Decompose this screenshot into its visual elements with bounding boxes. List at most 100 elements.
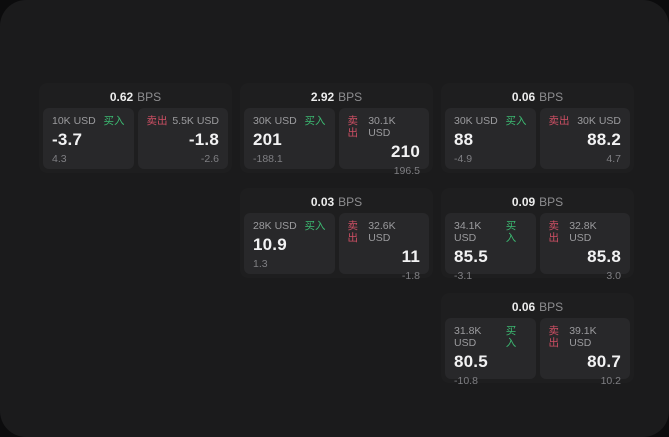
card-spread-header: 0.62 BPS (43, 87, 228, 108)
buy-secondary-value: 4.3 (52, 153, 67, 165)
sell-price: -1.8 (188, 130, 219, 149)
sell-quote-tile[interactable]: 卖出 32.8K USD 85.8 3.0 (539, 213, 630, 282)
card-body: 34.1K USD 买入 85.5 -3.1 卖出 32.8K USD 85.8… (445, 213, 630, 282)
buy-side-label: 买入 (505, 220, 517, 244)
sell-tile-header: 卖出 30K USD (549, 115, 622, 127)
card-body: 31.8K USD 买入 80.5 -10.8 卖出 39.1K USD 80.… (445, 318, 630, 387)
buy-quote-tile[interactable]: 30K USD 买入 201 -188.1 (244, 108, 335, 169)
sell-secondary-value: 10.2 (600, 375, 621, 387)
buy-side-label: 买入 (304, 115, 326, 127)
sell-tile-header: 卖出 5.5K USD (147, 115, 220, 127)
buy-amount: 34.1K USD (454, 220, 482, 244)
sell-quote-tile[interactable]: 卖出 5.5K USD -1.8 -2.6 (137, 108, 228, 169)
buy-secondary-value: 1.3 (253, 258, 268, 270)
sell-secondary-value: 3.0 (606, 270, 621, 282)
card-body: 30K USD 买入 201 -188.1 卖出 30.1K USD 210 1… (244, 108, 429, 177)
sell-quote-tile[interactable]: 卖出 30.1K USD 210 196.5 (338, 108, 429, 177)
buy-amount: 30K USD (454, 115, 498, 127)
sell-secondary-value: -1.8 (401, 270, 420, 282)
sell-secondary-value: 196.5 (393, 165, 420, 177)
buy-price: 10.9 (253, 235, 287, 254)
card-spread-header: 0.06 BPS (445, 87, 630, 108)
buy-quote-tile[interactable]: 28K USD 买入 10.9 1.3 (244, 213, 335, 274)
sell-price: 11 (401, 247, 420, 266)
sell-quote-tile[interactable]: 卖出 32.6K USD 11 -1.8 (338, 213, 429, 282)
buy-price: 201 (253, 130, 282, 149)
buy-quote-tile[interactable]: 10K USD 买入 -3.7 4.3 (43, 108, 134, 169)
buy-tile-header: 30K USD 买入 (253, 115, 326, 127)
buy-amount: 28K USD (253, 220, 297, 232)
buy-tile-header: 31.8K USD 买入 (454, 325, 527, 349)
quote-cards-grid: 0.62 BPS 10K USD 买入 -3.7 4.3 卖出 5.5K USD… (39, 83, 634, 387)
sell-amount: 39.1K USD (569, 325, 597, 349)
buy-price: -3.7 (52, 130, 83, 149)
sell-side-label: 卖出 (548, 325, 560, 349)
sell-price: 210 (391, 142, 420, 161)
sell-side-label: 卖出 (548, 220, 560, 244)
sell-tile-header: 卖出 32.8K USD (549, 220, 622, 244)
quote-card: 0.62 BPS 10K USD 买入 -3.7 4.3 卖出 5.5K USD… (39, 83, 232, 173)
buy-amount: 31.8K USD (454, 325, 482, 349)
card-spread-header: 0.09 BPS (445, 192, 630, 213)
buy-secondary-value: -10.8 (454, 375, 478, 387)
quote-card: 0.06 BPS 30K USD 买入 88 -4.9 卖出 30K USD 8… (441, 83, 634, 173)
card-body: 10K USD 买入 -3.7 4.3 卖出 5.5K USD -1.8 -2.… (43, 108, 228, 169)
sell-amount: 30.1K USD (368, 115, 396, 139)
spread-value: 0.62 (109, 90, 134, 104)
card-spread-header: 0.06 BPS (445, 297, 630, 318)
buy-amount: 30K USD (253, 115, 297, 127)
buy-price: 88 (454, 130, 474, 149)
buy-price: 85.5 (454, 247, 488, 266)
buy-tile-header: 10K USD 买入 (52, 115, 125, 127)
card-body: 30K USD 买入 88 -4.9 卖出 30K USD 88.2 4.7 (445, 108, 630, 169)
sell-side-label: 卖出 (347, 115, 359, 139)
buy-tile-header: 34.1K USD 买入 (454, 220, 527, 244)
buy-side-label: 买入 (505, 115, 527, 127)
spread-unit-label: BPS (338, 195, 363, 209)
spread-value: 0.06 (511, 300, 536, 314)
buy-side-label: 买入 (505, 325, 517, 349)
quote-card: 0.06 BPS 31.8K USD 买入 80.5 -10.8 卖出 39.1… (441, 293, 634, 387)
buy-tile-header: 30K USD 买入 (454, 115, 527, 127)
spread-unit-label: BPS (137, 90, 162, 104)
card-spread-header: 2.92 BPS (244, 87, 429, 108)
buy-secondary-value: -188.1 (253, 153, 283, 165)
spread-unit-label: BPS (539, 300, 564, 314)
spread-value: 0.09 (511, 195, 536, 209)
sell-price: 88.2 (587, 130, 621, 149)
buy-quote-tile[interactable]: 31.8K USD 买入 80.5 -10.8 (445, 318, 536, 387)
card-spread-header: 0.03 BPS (244, 192, 429, 213)
buy-side-label: 买入 (304, 220, 326, 232)
buy-secondary-value: -4.9 (454, 153, 473, 165)
sell-amount: 5.5K USD (172, 115, 219, 127)
sell-price: 85.8 (587, 247, 621, 266)
buy-amount: 10K USD (52, 115, 96, 127)
buy-tile-header: 28K USD 买入 (253, 220, 326, 232)
spread-unit-label: BPS (539, 90, 564, 104)
sell-tile-header: 卖出 39.1K USD (549, 325, 622, 349)
buy-price: 80.5 (454, 352, 488, 371)
buy-side-label: 买入 (103, 115, 125, 127)
sell-secondary-value: 4.7 (606, 153, 621, 165)
sell-quote-tile[interactable]: 卖出 39.1K USD 80.7 10.2 (539, 318, 630, 387)
sell-amount: 32.8K USD (569, 220, 597, 244)
sell-side-label: 卖出 (548, 115, 570, 127)
buy-quote-tile[interactable]: 30K USD 买入 88 -4.9 (445, 108, 536, 169)
sell-secondary-value: -2.6 (200, 153, 219, 165)
spread-value: 0.06 (511, 90, 536, 104)
spread-unit-label: BPS (539, 195, 564, 209)
buy-secondary-value: -3.1 (454, 270, 473, 282)
buy-quote-tile[interactable]: 34.1K USD 买入 85.5 -3.1 (445, 213, 536, 282)
quote-card: 0.09 BPS 34.1K USD 买入 85.5 -3.1 卖出 32.8K… (441, 188, 634, 282)
sell-amount: 32.6K USD (368, 220, 396, 244)
card-body: 28K USD 买入 10.9 1.3 卖出 32.6K USD 11 -1.8 (244, 213, 429, 282)
sell-quote-tile[interactable]: 卖出 30K USD 88.2 4.7 (539, 108, 630, 169)
sell-price: 80.7 (587, 352, 621, 371)
quote-card: 2.92 BPS 30K USD 买入 201 -188.1 卖出 30.1K … (240, 83, 433, 177)
spread-value: 0.03 (310, 195, 335, 209)
quote-card: 0.03 BPS 28K USD 买入 10.9 1.3 卖出 32.6K US… (240, 188, 433, 282)
sell-tile-header: 卖出 32.6K USD (348, 220, 421, 244)
sell-amount: 30K USD (577, 115, 621, 127)
spread-unit-label: BPS (338, 90, 363, 104)
